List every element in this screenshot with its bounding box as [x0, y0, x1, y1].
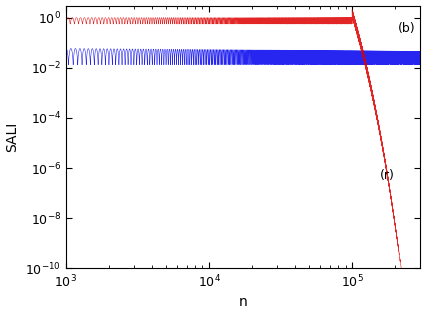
Y-axis label: SALI: SALI — [6, 122, 20, 152]
X-axis label: n: n — [239, 295, 248, 309]
Text: (r): (r) — [380, 169, 394, 182]
Text: (b): (b) — [398, 22, 416, 36]
